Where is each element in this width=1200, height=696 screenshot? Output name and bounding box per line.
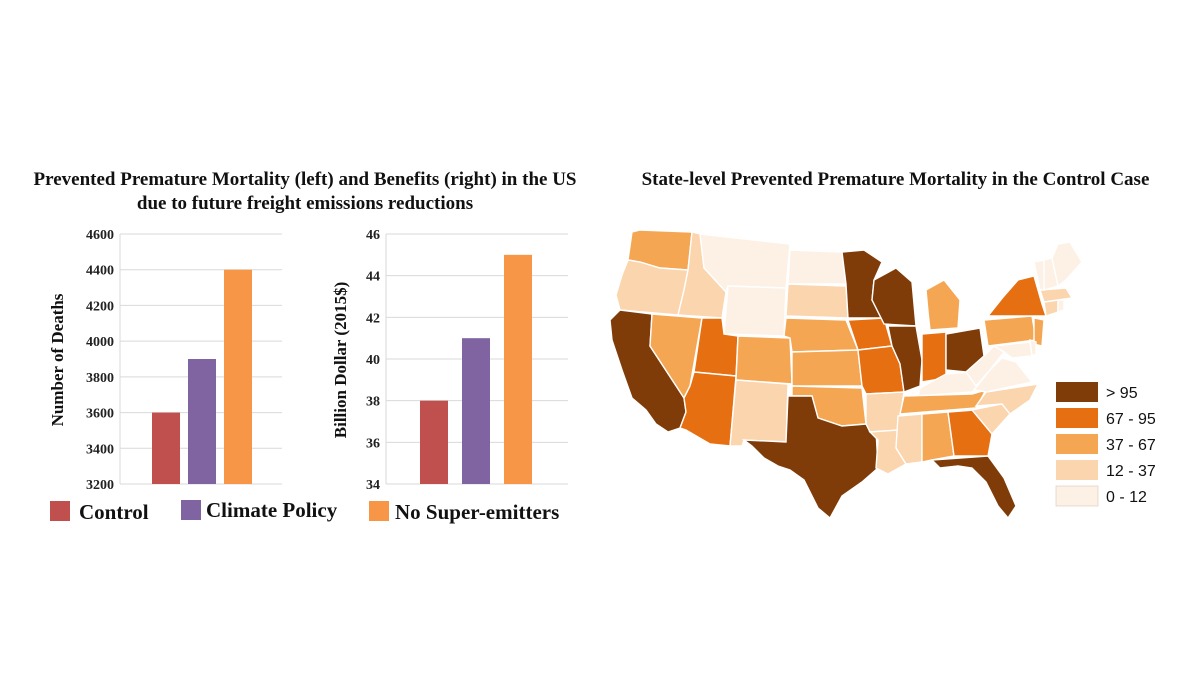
benefits-tick-label: 44	[366, 270, 380, 285]
map-legend-swatch-37-67	[1056, 434, 1098, 454]
deaths-tick-label: 4600	[86, 228, 114, 243]
deaths-tick-label: 3600	[86, 407, 114, 422]
benefits-tick-label: 36	[366, 436, 380, 451]
benefits-bar-no-super-emitters	[504, 254, 532, 484]
state-nm	[729, 379, 789, 447]
state-ny	[986, 275, 1047, 317]
deaths-tick-label: 3400	[86, 442, 114, 457]
benefits-chart: 34 36 38 40 42 44 46	[366, 228, 568, 493]
deaths-tick-label: 3800	[86, 371, 114, 386]
benefits-tick-label: 40	[366, 353, 380, 368]
deaths-y-label: Number of Deaths	[48, 293, 67, 426]
benefits-bar-climate-policy	[462, 338, 490, 484]
state-ma	[1039, 287, 1074, 303]
us-choropleth-map	[609, 229, 1083, 520]
legend-swatch-control	[50, 501, 70, 521]
bar-legend: Control Climate Policy No Super-emitters	[50, 498, 559, 524]
map-title: State-level Prevented Premature Mortalit…	[641, 169, 1150, 190]
state-ne	[783, 317, 860, 353]
state-nd	[787, 249, 847, 285]
state-md	[991, 341, 1033, 359]
legend-label-control: Control	[79, 500, 149, 524]
deaths-tick-label: 4200	[86, 299, 114, 314]
map-legend-label-12-37: 12 - 37	[1106, 463, 1156, 480]
deaths-tick-label: 4400	[86, 264, 114, 279]
state-fl	[930, 455, 1017, 520]
deaths-bar-no-super-emitters	[224, 269, 252, 484]
state-me	[1051, 241, 1083, 288]
state-ms	[895, 413, 923, 465]
deaths-tick-label: 3200	[86, 478, 114, 493]
state-il	[887, 325, 923, 393]
state-wy	[723, 285, 787, 337]
deaths-chart: 3200 3400 3600 3800 4000 4200 4400 4600	[86, 228, 282, 493]
state-co	[735, 335, 793, 385]
left-chart-title: Prevented Premature Mortality (left) and…	[33, 169, 577, 214]
state-sd	[785, 283, 849, 319]
state-ri	[1057, 299, 1065, 313]
map-legend-label-gt95: > 95	[1106, 385, 1138, 402]
state-al	[921, 411, 955, 463]
benefits-tick-label: 42	[366, 311, 380, 326]
benefits-tick-label: 34	[366, 478, 380, 493]
legend-label-climate-policy: Climate Policy	[206, 498, 338, 522]
state-de	[1029, 338, 1037, 358]
legend-label-no-super-emitters: No Super-emitters	[395, 500, 559, 524]
legend-swatch-no-super-emitters	[369, 501, 389, 521]
map-legend-swatch-12-37	[1056, 460, 1098, 480]
benefits-tick-label: 38	[366, 395, 380, 410]
map-legend-label-37-67: 37 - 67	[1106, 437, 1156, 454]
state-tx	[741, 395, 879, 520]
state-nj	[1033, 317, 1045, 347]
state-ks	[791, 349, 863, 387]
map-legend-swatch-0-12	[1055, 485, 1099, 507]
state-in	[921, 331, 947, 383]
benefits-y-label: Billion Dollar (2015$)	[331, 282, 350, 438]
map-legend-swatch-67-95	[1056, 408, 1098, 428]
deaths-bar-control	[152, 412, 180, 484]
deaths-bar-climate-policy	[188, 359, 216, 484]
map-legend: > 95 67 - 95 37 - 67 12 - 37 0 - 12	[1055, 382, 1156, 507]
state-mi	[925, 279, 961, 331]
benefits-tick-label: 46	[366, 228, 380, 243]
map-legend-swatch-gt95	[1056, 382, 1098, 402]
map-legend-label-0-12: 0 - 12	[1106, 489, 1147, 506]
legend-swatch-climate-policy	[181, 500, 201, 520]
map-legend-label-67-95: 67 - 95	[1106, 411, 1156, 428]
deaths-tick-label: 4000	[86, 335, 114, 350]
benefits-bar-control	[420, 400, 448, 484]
